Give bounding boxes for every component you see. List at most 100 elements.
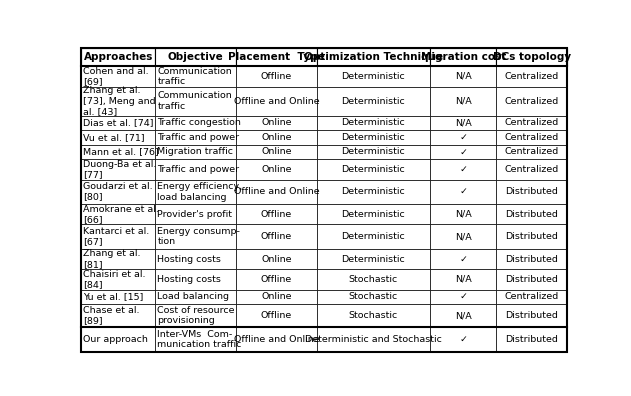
Text: Online: Online [261, 133, 292, 142]
Bar [497, 249, 567, 269]
Text: Zhang et al.
[81]: Zhang et al. [81] [83, 249, 141, 269]
Text: Distributed: Distributed [505, 255, 558, 263]
Bar [317, 180, 430, 204]
Text: Stochastic: Stochastic [349, 275, 398, 284]
Text: Chaisiri et al.
[84]: Chaisiri et al. [84] [83, 270, 146, 289]
Text: Stochastic: Stochastic [349, 311, 398, 320]
Bar [497, 159, 567, 180]
Bar [155, 304, 236, 327]
Bar [81, 159, 155, 180]
Text: Distributed: Distributed [505, 210, 558, 219]
Text: Traffic and power: Traffic and power [157, 165, 239, 174]
Bar [81, 66, 155, 87]
Text: Dias et al. [74]: Dias et al. [74] [83, 118, 154, 128]
Text: Online: Online [261, 165, 292, 174]
Bar [236, 145, 317, 159]
Bar [497, 269, 567, 289]
Text: Mann et al. [76]: Mann et al. [76] [83, 147, 159, 156]
Text: Inter-VMs  Com-
munication traffic: Inter-VMs Com- munication traffic [157, 330, 242, 349]
Bar [155, 159, 236, 180]
Text: Deterministic: Deterministic [341, 210, 405, 219]
Text: Placement  Type: Placement Type [228, 52, 325, 62]
Text: Load balancing: Load balancing [157, 292, 229, 301]
Text: Centralized: Centralized [505, 133, 559, 142]
Text: Migration cost: Migration cost [421, 52, 506, 62]
Bar [155, 204, 236, 225]
Bar [430, 289, 497, 304]
Text: Centralized: Centralized [505, 147, 559, 156]
Bar [81, 327, 155, 352]
Text: Optimization Technique: Optimization Technique [304, 52, 443, 62]
Text: Distributed: Distributed [505, 311, 558, 320]
Bar [497, 130, 567, 145]
Text: Online: Online [261, 292, 292, 301]
Text: Energy efficiency,
load balancing: Energy efficiency, load balancing [157, 182, 242, 202]
Text: Offline: Offline [261, 210, 292, 219]
Bar [155, 249, 236, 269]
Text: Vu et al. [71]: Vu et al. [71] [83, 133, 145, 142]
Text: Chase et al.
[89]: Chase et al. [89] [83, 306, 140, 326]
Text: Yu et al. [15]: Yu et al. [15] [83, 292, 144, 301]
Bar [430, 304, 497, 327]
Bar [236, 249, 317, 269]
Bar [155, 327, 236, 352]
Text: DCs topology: DCs topology [493, 52, 571, 62]
Bar [81, 249, 155, 269]
Bar [317, 48, 430, 66]
Bar [497, 180, 567, 204]
Bar [236, 304, 317, 327]
Text: Offline and Online: Offline and Online [233, 335, 319, 344]
Text: Centralized: Centralized [505, 72, 559, 81]
Text: Deterministic: Deterministic [341, 118, 405, 128]
Bar [317, 116, 430, 130]
Bar [430, 48, 497, 66]
Text: ✓: ✓ [459, 335, 468, 344]
Text: N/A: N/A [455, 210, 471, 219]
Bar [81, 204, 155, 225]
Bar [81, 180, 155, 204]
Text: Deterministic: Deterministic [341, 72, 405, 81]
Bar [236, 66, 317, 87]
Text: Provider's profit: Provider's profit [157, 210, 232, 219]
Text: Distributed: Distributed [505, 232, 558, 241]
Text: N/A: N/A [455, 275, 471, 284]
Bar [236, 159, 317, 180]
Text: Deterministic: Deterministic [341, 232, 405, 241]
Bar [317, 225, 430, 249]
Text: Distributed: Distributed [505, 275, 558, 284]
Bar [155, 116, 236, 130]
Text: Hosting costs: Hosting costs [157, 275, 221, 284]
Text: Deterministic: Deterministic [341, 165, 405, 174]
Text: N/A: N/A [455, 311, 471, 320]
Bar [155, 225, 236, 249]
Bar [497, 304, 567, 327]
Bar [497, 116, 567, 130]
Text: Distributed: Distributed [505, 335, 558, 344]
Text: Centralized: Centralized [505, 97, 559, 106]
Text: ✓: ✓ [459, 292, 468, 301]
Bar [81, 130, 155, 145]
Bar [236, 87, 317, 116]
Text: Approaches: Approaches [84, 52, 153, 62]
Text: Kantarci et al.
[67]: Kantarci et al. [67] [83, 227, 150, 246]
Bar [497, 204, 567, 225]
Bar [155, 145, 236, 159]
Bar [236, 269, 317, 289]
Bar [317, 289, 430, 304]
Bar [497, 48, 567, 66]
Text: Centralized: Centralized [505, 118, 559, 128]
Text: Zhang et al.
[73], Meng and
al. [43]: Zhang et al. [73], Meng and al. [43] [83, 86, 156, 116]
Text: Deterministic: Deterministic [341, 97, 405, 106]
Bar [236, 204, 317, 225]
Bar [155, 180, 236, 204]
Bar [430, 159, 497, 180]
Text: Communication
traffic: Communication traffic [157, 67, 232, 86]
Bar [236, 180, 317, 204]
Bar [81, 145, 155, 159]
Bar [155, 130, 236, 145]
Text: Objective: Objective [168, 52, 223, 62]
Bar [430, 116, 497, 130]
Bar [236, 130, 317, 145]
Text: N/A: N/A [455, 232, 471, 241]
Bar [430, 66, 497, 87]
